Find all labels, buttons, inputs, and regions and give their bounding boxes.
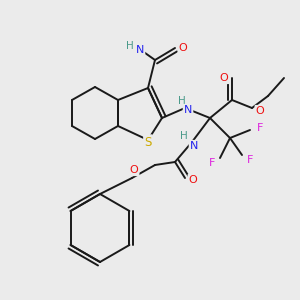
Text: N: N [184,105,192,115]
Text: N: N [136,45,144,55]
Text: N: N [190,141,198,151]
Text: F: F [209,158,215,168]
Text: H: H [180,131,188,141]
Text: H: H [178,96,186,106]
Text: F: F [247,155,253,165]
Text: O: O [256,106,264,116]
Text: O: O [130,165,138,175]
Text: O: O [178,43,188,53]
Text: S: S [144,136,152,148]
Text: H: H [126,41,134,51]
Text: O: O [189,175,197,185]
Text: O: O [220,73,228,83]
Text: F: F [257,123,263,133]
